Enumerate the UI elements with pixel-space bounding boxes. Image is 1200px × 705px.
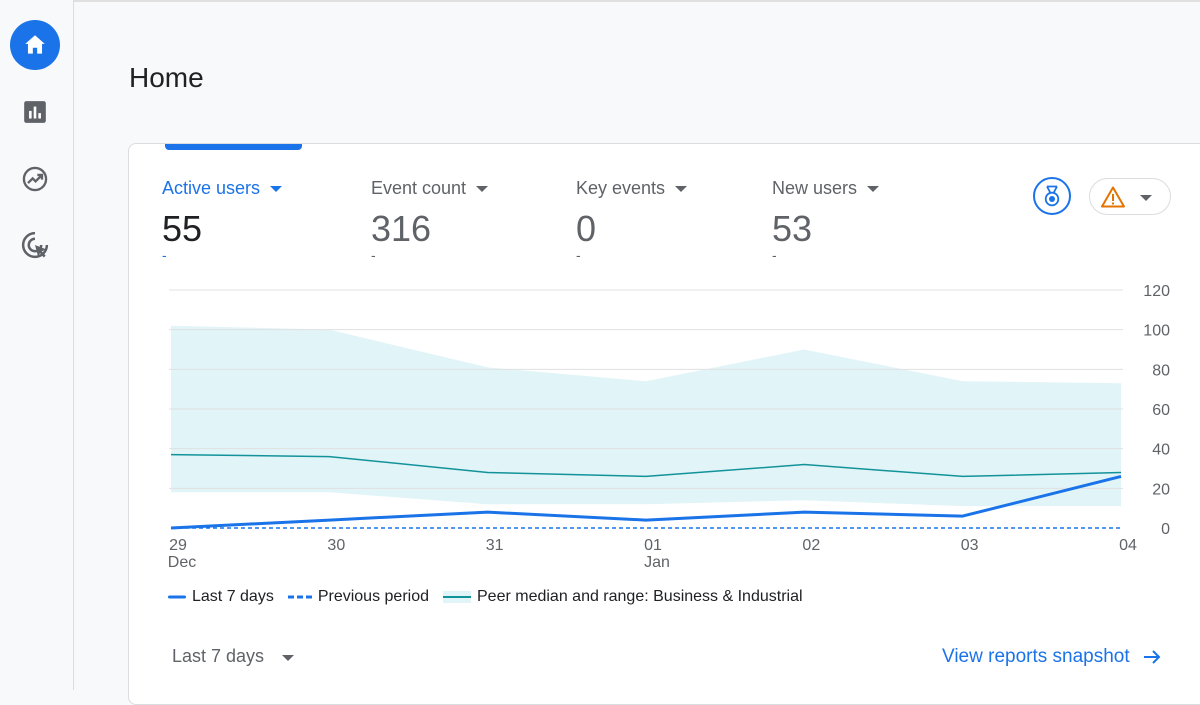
peer-median-line <box>170 453 1122 478</box>
top-border <box>0 0 1200 2</box>
date-range-label: Last 7 days <box>172 646 265 666</box>
legend-label: Last 7 days <box>192 588 274 605</box>
chevron-down-icon <box>282 654 295 661</box>
legend-item-previous-period: Previous period <box>287 588 429 606</box>
metric-tab-event-count[interactable]: Event count 316 - <box>371 176 489 263</box>
metric-change: - <box>371 247 376 263</box>
x-tick-label: 29 <box>169 537 187 554</box>
nav-explore[interactable] <box>10 154 60 204</box>
y-tick-label: 80 <box>1152 362 1170 379</box>
metric-change: - <box>772 247 777 263</box>
y-tick-label: 100 <box>1143 323 1170 340</box>
arrow-right-icon <box>1143 650 1161 664</box>
dashed-line-swatch <box>287 595 312 599</box>
insights-dropdown[interactable] <box>1089 178 1171 215</box>
medal-icon <box>1044 185 1060 207</box>
metric-tab-key-events[interactable]: Key events 0 - <box>576 176 688 263</box>
metric-value: 53 <box>772 208 813 249</box>
selected-tab-indicator <box>165 144 302 150</box>
x-tick-label: 04 <box>1119 537 1137 554</box>
chevron-down-icon <box>675 186 688 192</box>
x-tick-sublabel: Dec <box>168 554 196 571</box>
chevron-down-icon <box>867 186 880 192</box>
metric-label: Event count <box>371 177 467 198</box>
nav-reports[interactable] <box>10 87 60 137</box>
metric-tab-active-users[interactable]: Active users 55 - <box>162 176 283 263</box>
legend-label: Peer median and range: Business & Indust… <box>477 588 803 605</box>
nav-rail <box>0 0 74 690</box>
chevron-down-icon <box>476 186 489 192</box>
link-label: View reports snapshot <box>942 646 1130 667</box>
page-title: Home <box>129 62 204 93</box>
x-tick-label: 03 <box>961 537 979 554</box>
metric-value: 316 <box>371 208 432 249</box>
x-tick-label: 30 <box>327 537 345 554</box>
warning-icon <box>1101 186 1125 207</box>
y-tick-label: 60 <box>1152 402 1170 419</box>
y-tick-label: 20 <box>1152 481 1170 498</box>
solid-line-swatch <box>168 595 186 599</box>
nav-home[interactable] <box>10 20 60 70</box>
chevron-down-icon <box>270 186 283 192</box>
x-tick-label: 31 <box>486 537 504 554</box>
metric-label: Active users <box>162 177 261 198</box>
x-tick-sublabel: Jan <box>644 554 670 571</box>
trending-icon <box>22 166 48 192</box>
metric-value: 55 <box>162 208 203 249</box>
metric-value: 0 <box>576 208 597 249</box>
target-cursor-icon <box>21 231 49 259</box>
nav-advertising[interactable] <box>10 220 60 270</box>
x-tick-label: 01 <box>644 537 662 554</box>
peer-range-band <box>171 325 1121 507</box>
y-tick-label: 40 <box>1152 442 1170 459</box>
chart-legend: Last 7 days Previous period Peer median … <box>168 588 817 606</box>
band-swatch <box>443 591 471 603</box>
legend-label: Previous period <box>317 588 429 605</box>
legend-item-peer-range: Peer median and range: Business & Indust… <box>443 588 803 606</box>
y-tick-label: 120 <box>1143 283 1170 300</box>
benchmark-button[interactable] <box>1033 177 1071 215</box>
x-tick-label: 02 <box>802 537 820 554</box>
metric-tab-new-users[interactable]: New users 53 - <box>772 176 880 263</box>
view-reports-snapshot-link[interactable]: View reports snapshot <box>942 646 1162 668</box>
legend-item-last-7-days: Last 7 days <box>168 588 274 606</box>
date-range-selector[interactable]: Last 7 days <box>172 646 295 667</box>
metric-label: New users <box>772 177 858 198</box>
bar-chart-icon <box>24 101 46 123</box>
y-tick-label: 0 <box>1161 521 1170 538</box>
last-7-days-line <box>170 474 1122 530</box>
metric-label: Key events <box>576 177 666 198</box>
metric-change: - <box>576 247 581 263</box>
metric-change: - <box>162 247 167 263</box>
chevron-down-icon <box>1140 194 1152 201</box>
home-icon <box>25 35 45 54</box>
